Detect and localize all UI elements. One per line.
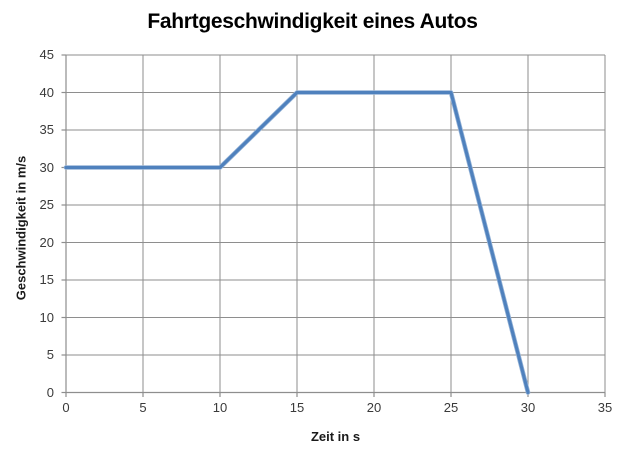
x-tick-label: 25: [443, 400, 459, 415]
y-tick-label: 5: [46, 347, 54, 362]
y-tick-label: 15: [39, 272, 54, 287]
x-tick-label: 15: [289, 400, 305, 415]
x-tick-label: 0: [62, 400, 70, 415]
x-tick-label: 5: [139, 400, 147, 415]
x-axis-title: Zeit in s: [310, 429, 361, 444]
y-tick-label: 10: [39, 309, 54, 325]
speed-line: [64, 90, 530, 395]
x-tick-label: 30: [520, 400, 536, 415]
y-tick-label: 20: [39, 234, 54, 250]
y-tick-label: 40: [39, 84, 54, 100]
y-tick-label: 35: [39, 122, 54, 137]
x-tick-label: 35: [597, 400, 613, 415]
y-tick-label: 0: [46, 384, 54, 400]
chart-title: Fahrtgeschwindigkeit eines Autos: [147, 10, 478, 33]
y-tick-label: 30: [39, 159, 54, 175]
y-tick-label: 25: [39, 197, 54, 212]
x-tick-label: 10: [212, 400, 228, 415]
y-tick-label: 45: [39, 47, 54, 62]
x-tick-label: 20: [366, 400, 382, 415]
